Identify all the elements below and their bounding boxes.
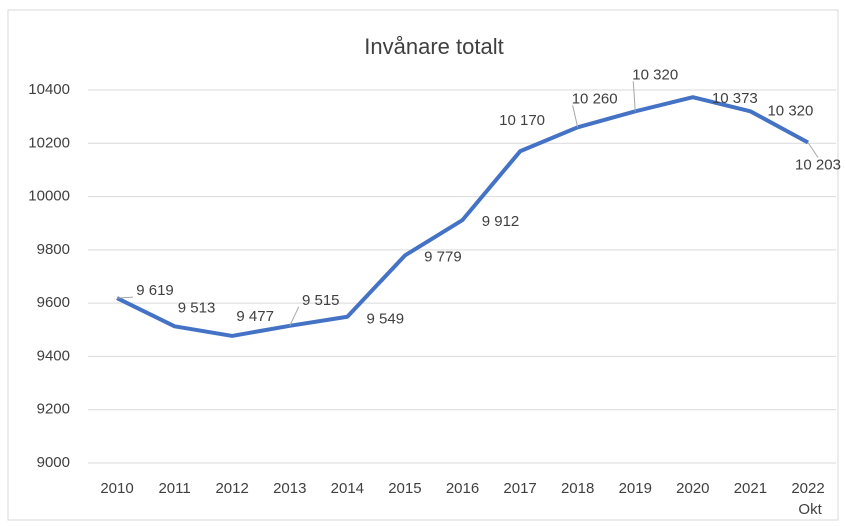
x-tick-label: 2022 Okt: [791, 480, 824, 518]
x-tick-label: 2010: [100, 480, 133, 497]
data-label: 9 515: [302, 292, 340, 309]
x-tick-label: 2016: [446, 480, 479, 497]
y-tick-label: 9200: [37, 401, 70, 418]
x-tick-label: 2017: [503, 480, 536, 497]
line: [116, 95, 809, 338]
data-label: 10 320: [767, 102, 813, 119]
y-tick-label: 9000: [37, 454, 70, 471]
data-label: 10 203: [795, 156, 841, 173]
data-label: 9 477: [236, 308, 274, 325]
data-label: 9 549: [367, 311, 405, 328]
x-tick-label: 2021: [734, 480, 767, 497]
leader-line: [572, 105, 579, 128]
x-tick-label: 2019: [619, 480, 652, 497]
data-label: 9 619: [136, 282, 174, 299]
leader-line: [116, 296, 134, 299]
leader-line: [289, 306, 300, 327]
y-tick-label: 10400: [28, 81, 70, 98]
y-tick-label: 9800: [37, 241, 70, 258]
data-label: 10 373: [712, 90, 758, 107]
data-label: 9 779: [424, 248, 462, 265]
x-tick-label: 2018: [561, 480, 594, 497]
x-tick-label: 2015: [388, 480, 421, 497]
leader-line: [632, 81, 636, 112]
data-label: 10 320: [632, 66, 678, 83]
x-tick-label: 2011: [158, 480, 190, 497]
data-label: 9 912: [482, 213, 520, 230]
data-label: 10 170: [499, 112, 545, 129]
y-tick-label: 9600: [37, 294, 70, 311]
y-tick-label: 9400: [37, 347, 70, 364]
data-label: 9 513: [178, 299, 216, 316]
y-tick-label: 10200: [28, 134, 70, 151]
chart-title: Invånare totalt: [364, 34, 503, 59]
x-tick-label: 2013: [273, 480, 306, 497]
x-tick-label: 2020: [676, 480, 709, 497]
chart-frame: [7, 9, 839, 521]
y-tick-label: 10000: [28, 188, 70, 205]
data-label: 10 260: [572, 90, 618, 107]
x-tick-label: 2012: [215, 480, 248, 497]
leader-line: [807, 142, 819, 158]
x-tick-label: 2014: [331, 480, 364, 497]
